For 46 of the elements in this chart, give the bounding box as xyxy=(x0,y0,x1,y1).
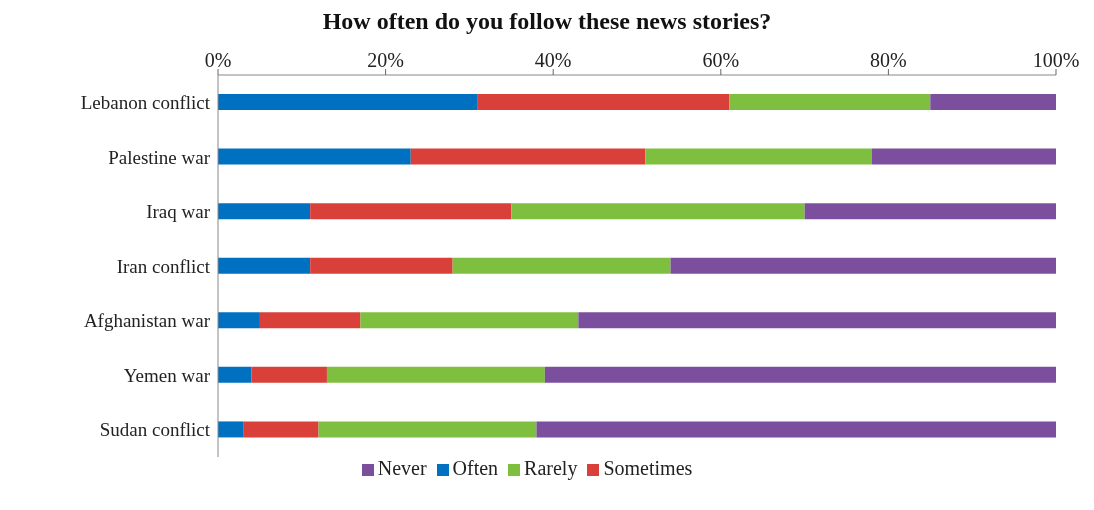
y-tick-label: Palestine war xyxy=(108,146,211,168)
legend-label: Often xyxy=(452,457,499,479)
y-tick-label: Iraq war xyxy=(146,201,211,223)
bar xyxy=(218,366,252,383)
bar xyxy=(670,257,1056,274)
bar xyxy=(218,257,311,274)
bar xyxy=(578,312,1056,329)
legend-label: Sometimes xyxy=(603,457,693,479)
legend-label: Never xyxy=(377,457,427,479)
bar xyxy=(243,421,319,438)
x-tick-label: 0% xyxy=(204,49,232,71)
bar xyxy=(259,312,361,329)
bar xyxy=(511,203,805,220)
bar xyxy=(218,94,478,110)
bar xyxy=(326,366,545,383)
y-tick-label: Afghanistan war xyxy=(83,310,211,332)
bar xyxy=(452,257,671,274)
bar xyxy=(729,94,931,110)
bar xyxy=(360,312,579,329)
bar xyxy=(410,148,646,165)
x-tick-label: 40% xyxy=(534,49,572,71)
x-tick-label: 60% xyxy=(702,49,740,71)
y-tick-label: Lebanon conflict xyxy=(80,92,211,114)
bar xyxy=(871,148,1056,165)
x-tick-label: 80% xyxy=(870,49,907,71)
y-tick-label: Yemen war xyxy=(123,364,211,386)
x-tick-label: 20% xyxy=(367,49,404,71)
bar xyxy=(477,94,730,110)
bar xyxy=(536,421,1056,438)
bar xyxy=(318,421,537,438)
bar xyxy=(218,148,411,165)
y-tick-label: Sudan conflict xyxy=(99,419,211,441)
x-tick-label: 100% xyxy=(1032,49,1080,71)
bar xyxy=(544,366,1056,383)
bar xyxy=(218,421,244,438)
bar xyxy=(251,366,327,383)
bar xyxy=(310,203,512,220)
bar xyxy=(645,148,872,165)
bar xyxy=(218,312,260,329)
bar xyxy=(218,203,311,220)
chart-title: How often do you follow these news stories? xyxy=(321,8,773,35)
y-tick-label: Iran conflict xyxy=(116,255,211,277)
bar xyxy=(930,94,1056,110)
bar xyxy=(804,203,1056,220)
bar xyxy=(310,257,453,274)
legend-label: Rarely xyxy=(524,457,578,479)
